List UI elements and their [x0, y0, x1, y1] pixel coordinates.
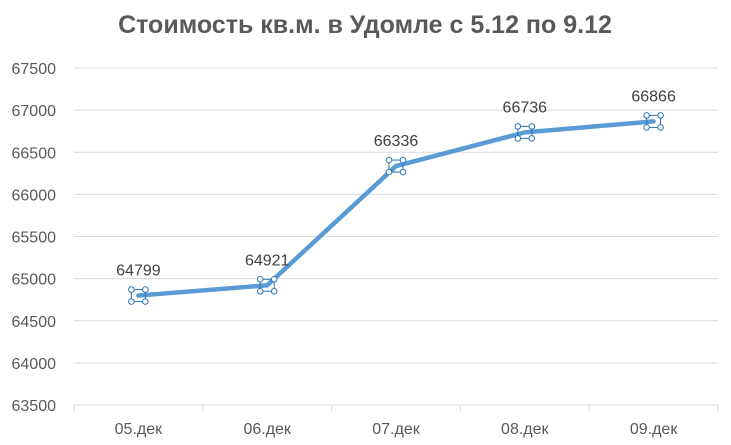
- gridlines: [73, 67, 719, 411]
- x-axis-tick-labels: 05.дек 06.дек 07.дек 08.дек 09.дек: [115, 421, 679, 438]
- chart-title: Стоимость кв.м. в Удомле с 5.12 по 9.12: [118, 11, 612, 39]
- selection-handle[interactable]: [142, 298, 149, 305]
- selection-box: [259, 278, 275, 292]
- y-tick-label: 65500: [12, 230, 57, 247]
- data-point[interactable]: [514, 123, 536, 142]
- selection-handle[interactable]: [270, 275, 278, 283]
- selection-handle[interactable]: [514, 135, 522, 142]
- data-point[interactable]: [256, 275, 278, 295]
- selection-handle[interactable]: [256, 275, 264, 283]
- y-axis-tick-labels: 63500 64000 64500 65000 65500 66000 66500 67000…: [12, 61, 57, 415]
- x-tick-label: 07.дек: [372, 421, 420, 438]
- data-point[interactable]: [385, 156, 407, 176]
- selection-handle[interactable]: [399, 156, 407, 164]
- data-points[interactable]: [128, 112, 664, 305]
- selection-handle[interactable]: [385, 156, 393, 164]
- x-tick-label: 09.дек: [630, 421, 678, 438]
- selection-handle[interactable]: [514, 123, 522, 130]
- series-polyline: [136, 119, 656, 298]
- selection-box: [130, 289, 146, 303]
- x-tick-label: 08.дек: [501, 421, 549, 438]
- selection-handle[interactable]: [256, 287, 264, 295]
- selection-handle[interactable]: [643, 112, 650, 119]
- data-label: 64799: [116, 263, 161, 280]
- y-tick-label: 66500: [12, 145, 57, 162]
- selection-handle[interactable]: [142, 286, 149, 293]
- selection-handle[interactable]: [528, 135, 536, 142]
- data-label: 64921: [245, 252, 290, 269]
- data-label: 66866: [631, 88, 676, 105]
- selection-handle[interactable]: [399, 168, 407, 176]
- data-labels: 64799 64921 66336 66736 66866: [116, 88, 676, 279]
- y-tick-label: 65000: [12, 272, 57, 289]
- data-point[interactable]: [643, 112, 664, 131]
- series-line: [136, 119, 656, 298]
- selection-handle[interactable]: [643, 124, 650, 131]
- x-tick-label: 06.дек: [243, 421, 291, 438]
- y-tick-label: 64500: [12, 314, 57, 331]
- selection-handle[interactable]: [385, 168, 393, 176]
- selection-box: [388, 159, 404, 173]
- selection-handle[interactable]: [657, 124, 664, 131]
- y-tick-label: 64000: [12, 356, 57, 373]
- y-tick-label: 67000: [12, 103, 57, 120]
- selection-handle[interactable]: [128, 286, 135, 293]
- selection-handle[interactable]: [128, 298, 135, 305]
- y-tick-label: 63500: [12, 398, 57, 415]
- selection-box: [517, 125, 533, 139]
- selection-box: [646, 114, 662, 128]
- y-tick-label: 66000: [12, 187, 57, 204]
- x-tick-label: 05.дек: [115, 421, 163, 438]
- selection-handle[interactable]: [270, 287, 278, 295]
- y-tick-label: 67500: [12, 61, 57, 78]
- selection-handle[interactable]: [657, 112, 664, 119]
- data-label: 66336: [374, 133, 419, 150]
- data-point[interactable]: [128, 286, 149, 305]
- data-label: 66736: [503, 99, 548, 116]
- selection-handle[interactable]: [528, 123, 536, 130]
